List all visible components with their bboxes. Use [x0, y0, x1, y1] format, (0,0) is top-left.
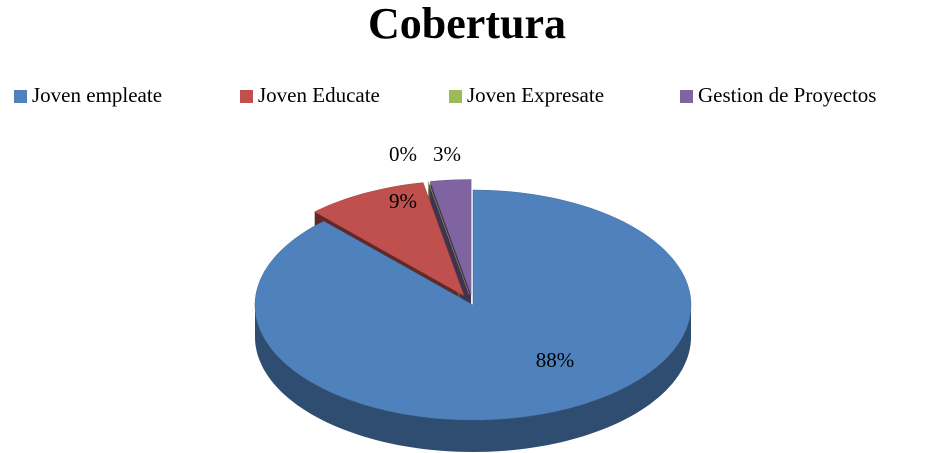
slice-side — [255, 305, 691, 452]
data-label: 88% — [536, 348, 575, 372]
slice — [429, 179, 472, 295]
legend-swatch — [680, 90, 693, 103]
slice — [428, 181, 470, 295]
data-label: 9% — [389, 189, 417, 213]
legend-label: Joven empleate — [32, 83, 162, 107]
legend-swatch — [449, 90, 462, 103]
legend-label: Joven Educate — [258, 83, 380, 107]
chart-title: Cobertura — [368, 0, 566, 48]
legend-swatch — [240, 90, 253, 103]
legend-label: Gestion de Proyectos — [698, 83, 876, 107]
legend-swatch — [14, 90, 27, 103]
data-label: 0% — [389, 142, 417, 166]
slice — [314, 182, 465, 297]
slice — [254, 189, 692, 421]
legend-label: Joven Expresate — [467, 83, 604, 107]
data-label: 3% — [433, 142, 461, 166]
